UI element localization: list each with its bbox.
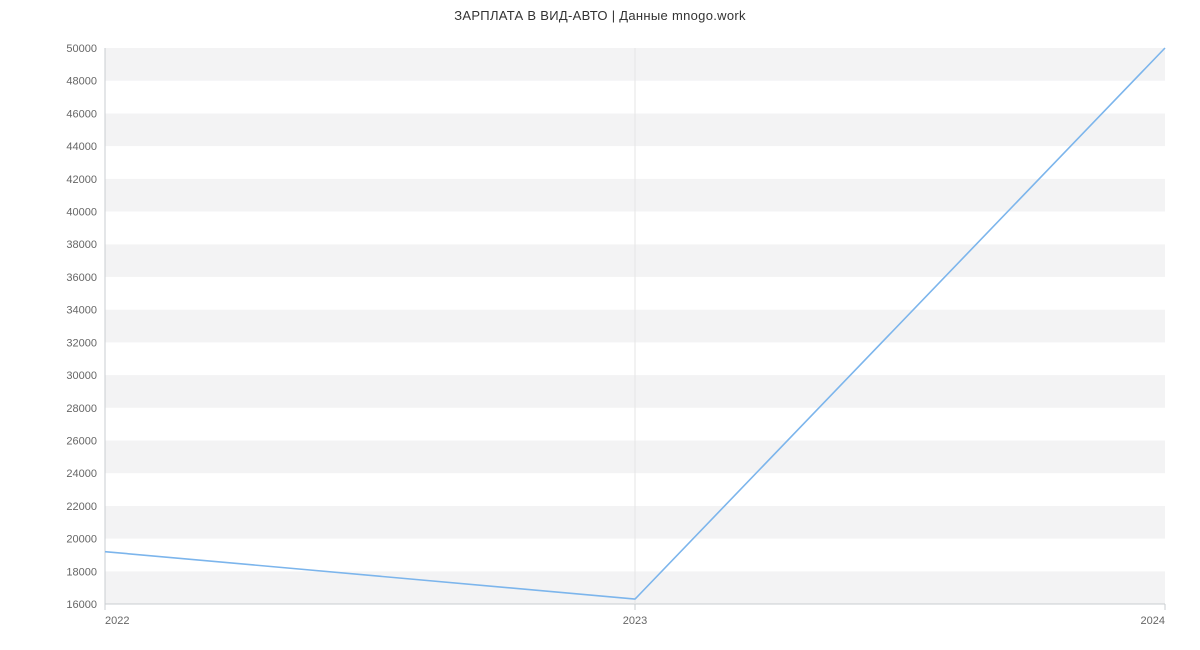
y-tick-label: 18000 [66, 566, 97, 578]
y-tick-label: 48000 [66, 76, 97, 88]
x-tick-label: 2024 [1141, 615, 1165, 627]
y-tick-label: 40000 [66, 207, 97, 219]
x-tick-label: 2022 [105, 615, 129, 627]
y-tick-label: 24000 [66, 468, 97, 480]
y-tick-label: 26000 [66, 435, 97, 447]
y-tick-label: 22000 [66, 501, 97, 513]
y-tick-label: 36000 [66, 272, 97, 284]
y-tick-label: 34000 [66, 305, 97, 317]
chart-title: ЗАРПЛАТА В ВИД-АВТО | Данные mnogo.work [0, 8, 1200, 23]
x-tick-label: 2023 [623, 615, 647, 627]
y-tick-label: 16000 [66, 599, 97, 611]
y-tick-label: 28000 [66, 403, 97, 415]
salary-line-chart: ЗАРПЛАТА В ВИД-АВТО | Данные mnogo.work … [0, 0, 1200, 650]
y-tick-label: 46000 [66, 108, 97, 120]
y-tick-label: 20000 [66, 534, 97, 546]
y-tick-label: 50000 [66, 43, 97, 55]
y-tick-label: 30000 [66, 370, 97, 382]
y-tick-label: 32000 [66, 337, 97, 349]
y-tick-label: 44000 [66, 141, 97, 153]
y-tick-label: 38000 [66, 239, 97, 251]
y-tick-label: 42000 [66, 174, 97, 186]
chart-svg: 16000 18000 20000 22000 24000 26000 28000 30000… [0, 0, 1200, 650]
